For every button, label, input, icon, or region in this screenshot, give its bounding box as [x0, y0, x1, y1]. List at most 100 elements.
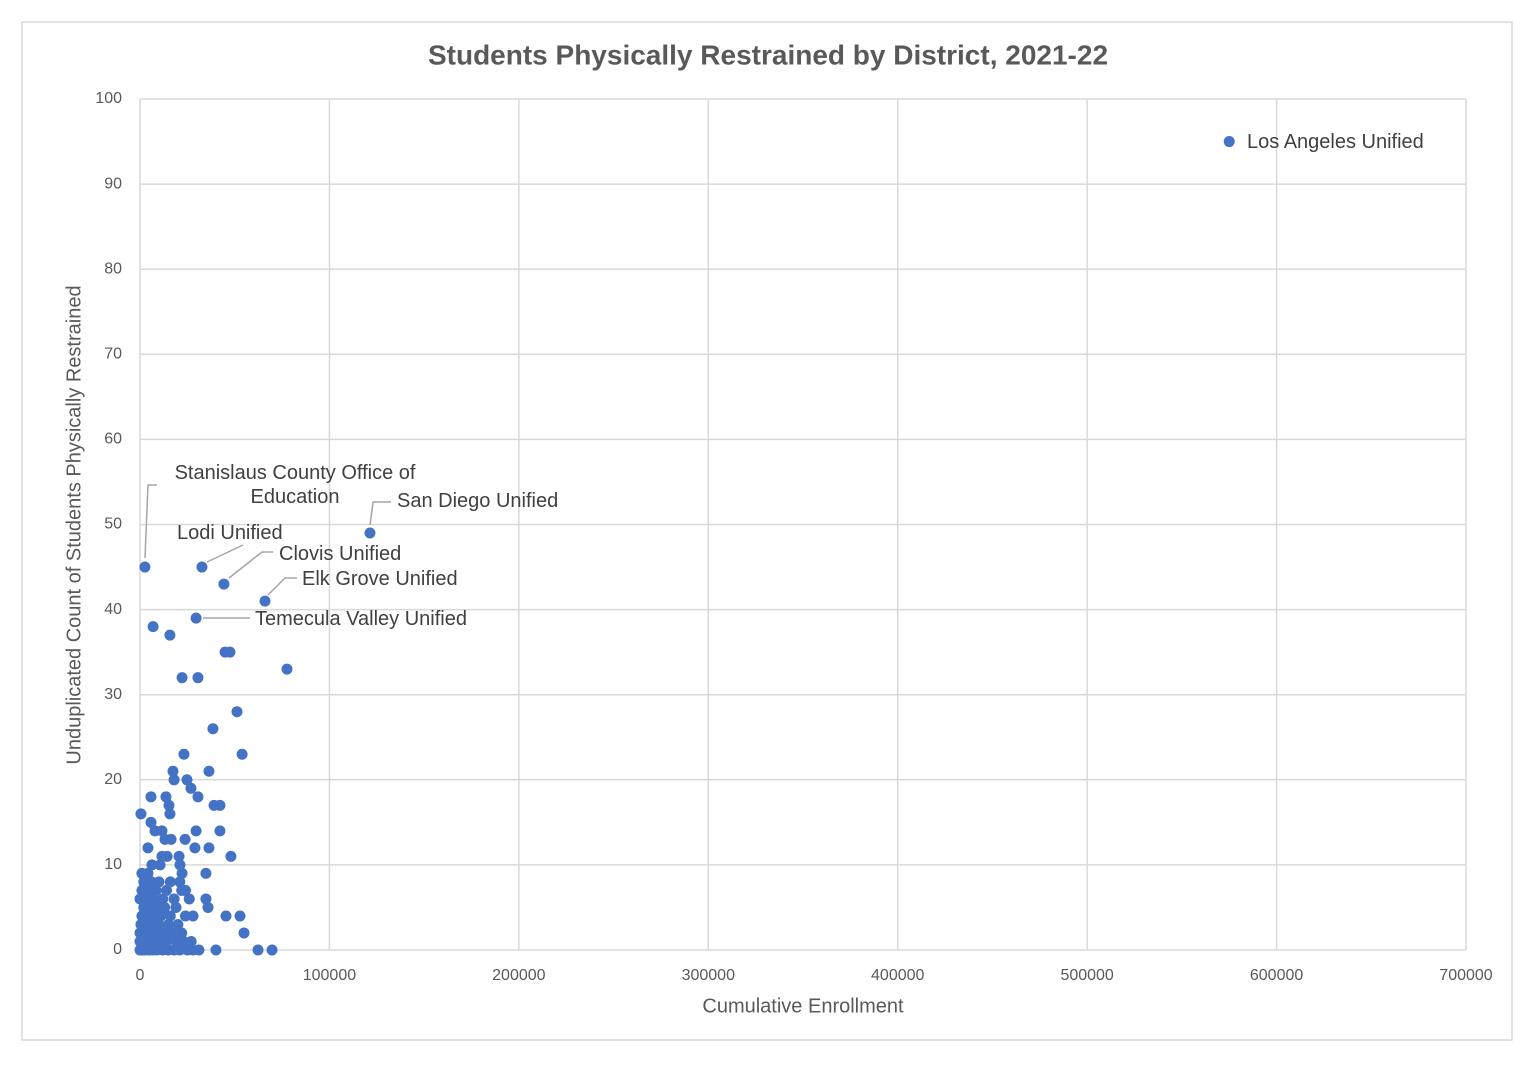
data-point — [224, 646, 236, 658]
data-point — [214, 799, 226, 811]
y-tick-label: 80 — [104, 260, 122, 277]
y-tick-label: 70 — [104, 346, 122, 363]
data-point — [176, 672, 188, 684]
data-point — [167, 765, 179, 777]
data-point — [231, 706, 243, 718]
data-point — [140, 893, 152, 905]
data-label: Clovis Unified — [279, 543, 402, 565]
data-point — [214, 825, 226, 837]
leader-line — [267, 577, 297, 596]
data-point — [179, 833, 191, 845]
data-point — [164, 808, 176, 820]
data-point — [179, 910, 191, 922]
data-point — [151, 901, 163, 913]
y-tick-label: 50 — [104, 516, 122, 533]
x-axis-title: Cumulative Enrollment — [702, 995, 904, 1017]
data-point — [210, 944, 222, 956]
y-axis-title: Unduplicated Count of Students Physicall… — [63, 285, 85, 764]
data-point — [153, 918, 165, 930]
data-point — [174, 876, 186, 888]
y-tick-label: 0 — [113, 941, 122, 958]
data-point — [202, 901, 214, 913]
y-tick-label: 90 — [104, 175, 122, 192]
data-point — [185, 782, 197, 794]
data-point — [183, 893, 195, 905]
data-point — [234, 910, 246, 922]
data-point — [153, 876, 165, 888]
data-point — [187, 910, 199, 922]
data-point — [189, 842, 201, 854]
data-point — [157, 893, 169, 905]
leader-line — [144, 484, 157, 559]
data-point — [135, 808, 147, 820]
data-point — [142, 884, 154, 896]
data-point — [190, 612, 202, 624]
data-point — [145, 876, 157, 888]
data-point — [266, 944, 278, 956]
data-point — [161, 935, 173, 947]
x-tick-label: 100000 — [303, 967, 356, 984]
data-label: Stanislaus County Office of Education — [174, 462, 416, 508]
data-point — [179, 884, 191, 896]
data-label: Temecula Valley Unified — [255, 608, 467, 630]
data-point — [168, 893, 180, 905]
data-point — [176, 867, 188, 879]
data-label: Lodi Unified — [177, 522, 283, 544]
data-point — [156, 825, 168, 837]
data-point — [176, 927, 188, 939]
data-point — [147, 621, 159, 633]
data-point — [146, 910, 158, 922]
data-point — [281, 663, 293, 675]
data-point — [259, 595, 271, 607]
data-point — [207, 723, 219, 735]
data-point — [172, 918, 184, 930]
x-tick-label: 500000 — [1060, 967, 1113, 984]
data-point — [225, 850, 237, 862]
data-point — [178, 748, 190, 760]
data-point — [203, 765, 215, 777]
data-point — [165, 833, 177, 845]
data-point — [190, 825, 202, 837]
data-point — [203, 842, 215, 854]
data-point — [163, 799, 175, 811]
data-point — [164, 629, 176, 641]
data-point — [200, 893, 212, 905]
data-label: Los Angeles Unified — [1247, 131, 1424, 153]
data-point — [170, 901, 182, 913]
data-point — [139, 561, 151, 573]
x-tick-label: 400000 — [871, 967, 924, 984]
data-point — [161, 884, 173, 896]
data-label: San Diego Unified — [397, 490, 559, 512]
data-point — [252, 944, 264, 956]
data-point — [159, 901, 171, 913]
data-point — [236, 748, 248, 760]
data-point — [142, 867, 154, 879]
data-point — [143, 901, 155, 913]
data-point — [220, 910, 232, 922]
x-tick-label: 700000 — [1439, 967, 1492, 984]
data-point — [181, 774, 193, 786]
data-point — [138, 876, 150, 888]
data-point — [145, 791, 157, 803]
x-tick-label: 0 — [136, 967, 145, 984]
data-point — [154, 859, 166, 871]
y-tick-label: 20 — [104, 771, 122, 788]
data-point — [159, 927, 171, 939]
leader-line — [369, 501, 391, 526]
y-tick-label: 40 — [104, 601, 122, 618]
data-point — [151, 927, 163, 939]
data-point — [147, 893, 159, 905]
data-point — [192, 672, 204, 684]
data-point — [185, 935, 197, 947]
data-point — [170, 935, 182, 947]
data-point — [192, 791, 204, 803]
data-point — [162, 918, 174, 930]
leader-line — [228, 551, 273, 579]
data-point — [218, 578, 230, 590]
data-point — [155, 910, 167, 922]
leader-line — [206, 544, 244, 563]
x-tick-label: 200000 — [492, 967, 545, 984]
data-point — [164, 876, 176, 888]
data-point — [150, 884, 162, 896]
